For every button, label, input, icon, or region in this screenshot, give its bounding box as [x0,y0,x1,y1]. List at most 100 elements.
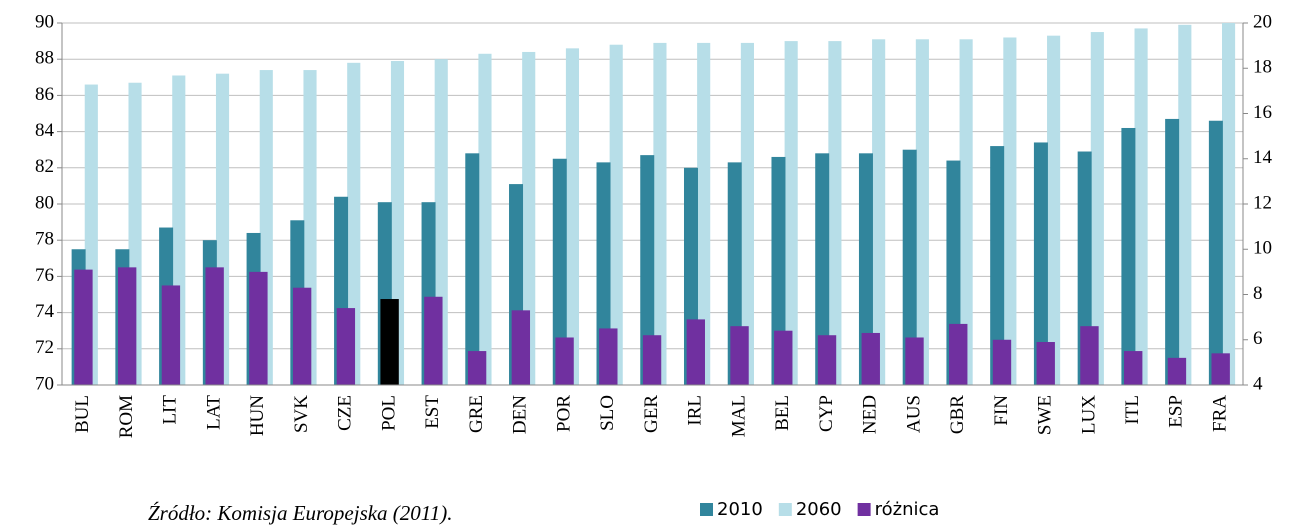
bar [249,271,268,385]
x-tick-label: FIN [991,395,1012,426]
bar [697,42,711,385]
y-tick-label: 82 [35,156,54,177]
y2-tick-label: 8 [1253,283,1263,304]
bar [817,335,837,385]
x-tick-label: SWE [1035,395,1056,435]
bar [1211,353,1230,385]
x-tick-label: ITL [1122,395,1143,425]
bar [774,330,793,385]
bar [478,53,492,386]
bar [555,337,574,385]
bar [565,48,580,386]
bar [872,39,886,385]
x-tick-label: CYP [816,395,837,432]
bar [828,41,842,385]
bar [522,51,536,386]
x-tick-label: CZE [335,395,356,431]
x-tick-label: GER [641,395,662,433]
bar [465,153,480,385]
bar [992,339,1012,385]
y-tick-label: 70 [35,373,54,394]
bar [1090,32,1104,386]
bar [1036,342,1055,385]
bar [552,158,567,385]
bar [915,39,929,385]
legend-label: 2060 [796,499,842,520]
bar [990,146,1005,385]
bar [380,299,399,385]
bar [858,153,873,385]
x-tick-label: HUN [247,395,268,436]
y-tick-label: 80 [35,192,54,213]
bar [511,310,531,385]
bar [1208,120,1223,386]
bar [902,149,917,385]
bar [424,296,443,385]
x-tick-label: SVK [291,395,312,433]
y-tick-label: 90 [35,11,54,32]
x-tick-label: FRA [1209,395,1230,432]
legend-label: 2010 [717,499,763,520]
bar [1165,118,1180,386]
y2-tick-label: 6 [1253,328,1263,349]
y-tick-label: 86 [35,84,54,105]
x-tick-label: AUS [903,395,924,433]
x-tick-label: NED [860,395,881,434]
y2-tick-label: 18 [1253,57,1272,78]
y2-tick-label: 4 [1253,373,1263,394]
bar [653,42,667,385]
y2-tick-label: 16 [1253,102,1272,123]
bar [959,39,973,385]
x-tick-label: GBR [947,395,968,434]
legend-swatch [700,503,713,516]
bar [467,351,487,385]
y2-tick-label: 20 [1253,11,1272,32]
y2-tick-label: 10 [1253,238,1272,259]
bar [1121,127,1136,385]
bar [336,308,356,385]
x-tick-label: POL [378,395,399,431]
legend-label: różnica [875,499,940,520]
bar [1167,357,1187,385]
bar [599,328,618,385]
x-tick-label: GRE [466,395,487,433]
bar [292,287,312,385]
bar [161,285,181,385]
source-note: Źródło: Komisja Europejska (2011). [148,501,453,525]
bar [609,44,623,385]
bar [949,323,968,385]
bar [815,153,830,385]
y-tick-label: 74 [35,301,55,322]
x-tick-label: MAL [728,395,749,437]
y-tick-label: 78 [35,229,54,250]
x-tick-label: BUL [72,395,93,433]
x-tick-label: EST [422,395,443,429]
x-tick-label: LUX [1078,395,1099,434]
bar [1134,28,1148,386]
bar [861,332,880,385]
x-tick-label: IRL [685,395,706,426]
bar [730,326,749,385]
y-tick-label: 72 [35,337,54,358]
bar [686,319,705,385]
x-tick-label: ESP [1166,395,1187,428]
bar [1222,23,1236,385]
bar [1003,37,1017,385]
x-tick-label: ROM [116,395,137,438]
x-tick-label: LIT [160,395,181,425]
bar [1080,326,1099,385]
x-tick-label: BEL [772,395,793,431]
bar [347,62,361,385]
bar [1124,351,1143,385]
x-tick-label: LAT [203,395,224,430]
bar [74,269,93,385]
bar [1047,35,1061,386]
legend-swatch [857,503,871,516]
bar [117,267,137,385]
legend-swatch [778,503,792,516]
bar [905,337,924,385]
bar [740,42,754,385]
y2-tick-label: 12 [1253,192,1272,213]
bar [784,41,798,385]
